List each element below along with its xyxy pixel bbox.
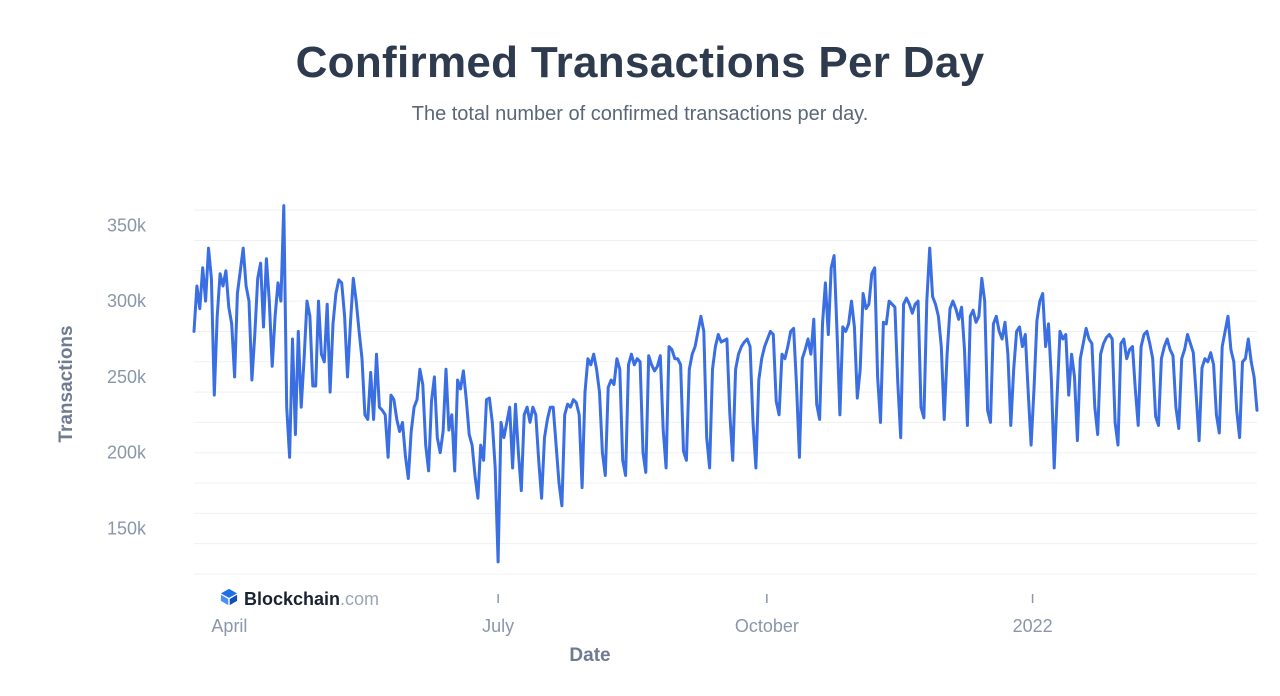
y-axis-ticks: 150k 200k 250k 300k 350k: [107, 215, 147, 538]
brand-name: Blockchain: [244, 589, 341, 609]
chart-subtitle: The total number of confirmed transactio…: [411, 103, 869, 125]
y-tick-label: 300k: [107, 291, 147, 311]
gridlines: [194, 209, 1257, 575]
y-tick-label: 150k: [107, 519, 147, 539]
brand-watermark: Blockchain.com: [220, 588, 379, 611]
x-tick-label: 2022: [1013, 616, 1053, 636]
y-tick-label: 250k: [107, 367, 147, 387]
blockchain-cube-icon: [220, 588, 238, 611]
series-line-transactions: [192, 204, 1259, 564]
x-tick-label: October: [735, 616, 799, 636]
x-axis-ticks: April July October 2022: [211, 594, 1053, 636]
brand-suffix: .com: [340, 589, 380, 609]
chart-title: Confirmed Transactions Per Day: [295, 38, 985, 87]
x-tick-label: July: [482, 616, 514, 636]
x-tick-label: April: [211, 616, 247, 636]
y-tick-label: 200k: [107, 443, 147, 463]
y-axis-title: Transactions: [56, 325, 77, 442]
y-tick-label: 350k: [107, 215, 147, 235]
x-axis-title: Date: [569, 645, 610, 666]
